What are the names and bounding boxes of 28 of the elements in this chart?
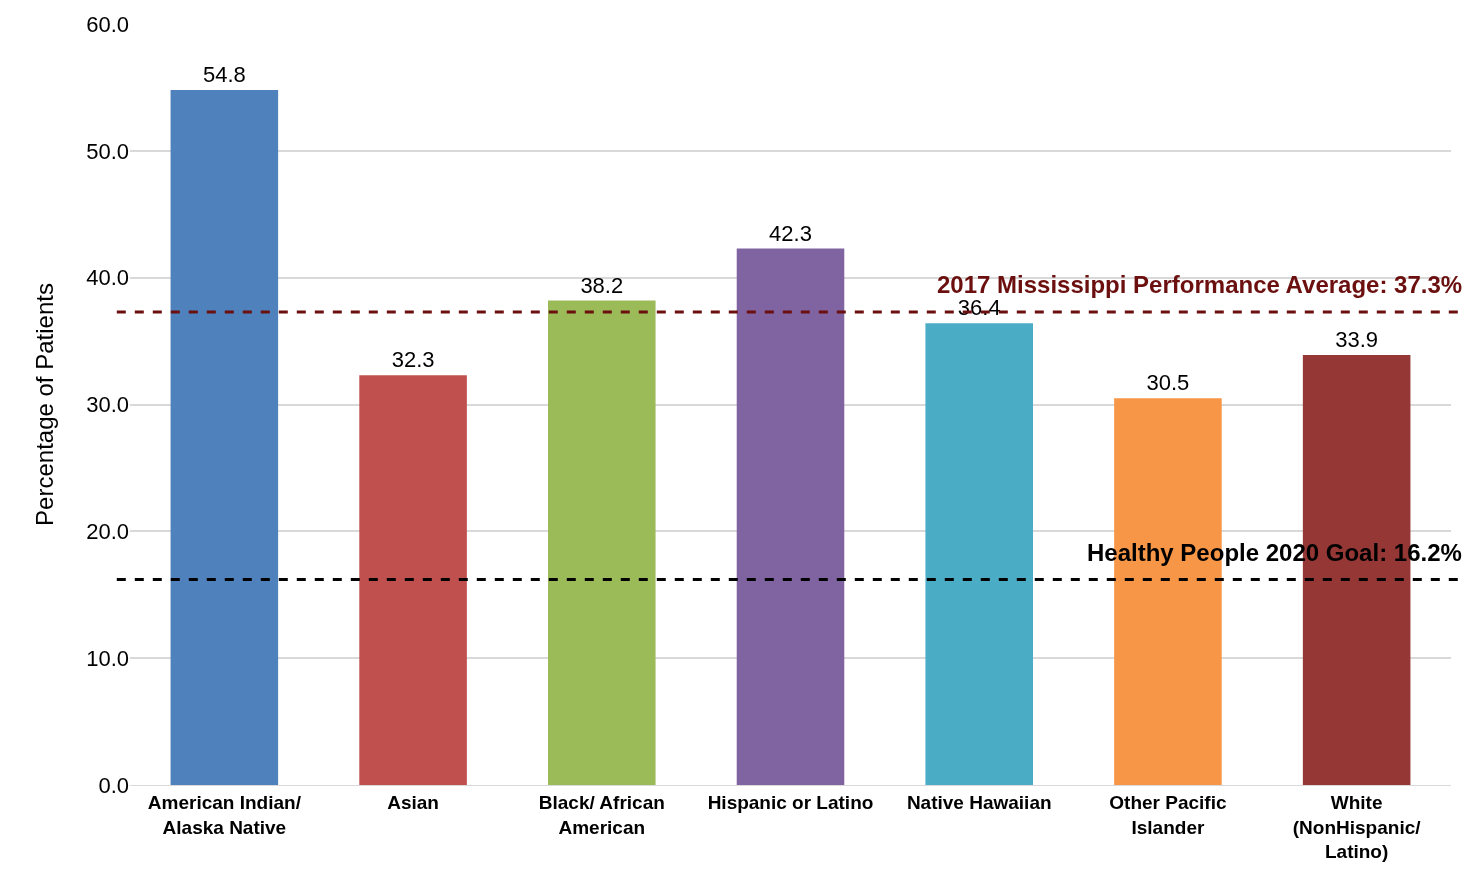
data-label: 30.5 [1146,370,1190,396]
bar [548,300,656,785]
x-tick-label: Other Pacific Islander [1109,791,1227,838]
ref-line-label: 2017 Mississippi Performance Average: 37.3% [937,271,1463,298]
y-tick-label: 50.0 [86,138,129,164]
x-tick-label: Native Hawaiian [906,791,1052,813]
data-label: 32.3 [391,347,435,373]
data-label: 33.9 [1335,327,1379,353]
x-tick-label: American Indian/ Alaska Native [147,791,302,838]
y-tick-label: 20.0 [86,519,129,545]
x-tick-label: White (NonHispanic/ Latino) [1292,791,1422,863]
y-tick-label: 10.0 [86,645,129,671]
y-tick-label: 0.0 [98,772,129,798]
data-label: 42.3 [769,220,812,246]
bar [736,248,845,785]
y-axis-title: Percentage of Patients [31,283,59,526]
data-label: 54.8 [202,61,246,87]
bar [359,375,467,785]
data-label: 36.4 [957,295,1001,321]
y-tick-label: 60.0 [86,11,129,37]
y-tick-label: 30.0 [86,392,129,418]
bar [170,89,279,785]
bar [925,323,1033,785]
x-tick-label: Black/ African American [538,791,665,838]
y-tick-label: 40.0 [86,265,129,291]
data-label: 38.2 [580,272,624,298]
x-tick-label: Hispanic or Latino [707,791,874,813]
x-tick-label: Asian [387,791,439,813]
